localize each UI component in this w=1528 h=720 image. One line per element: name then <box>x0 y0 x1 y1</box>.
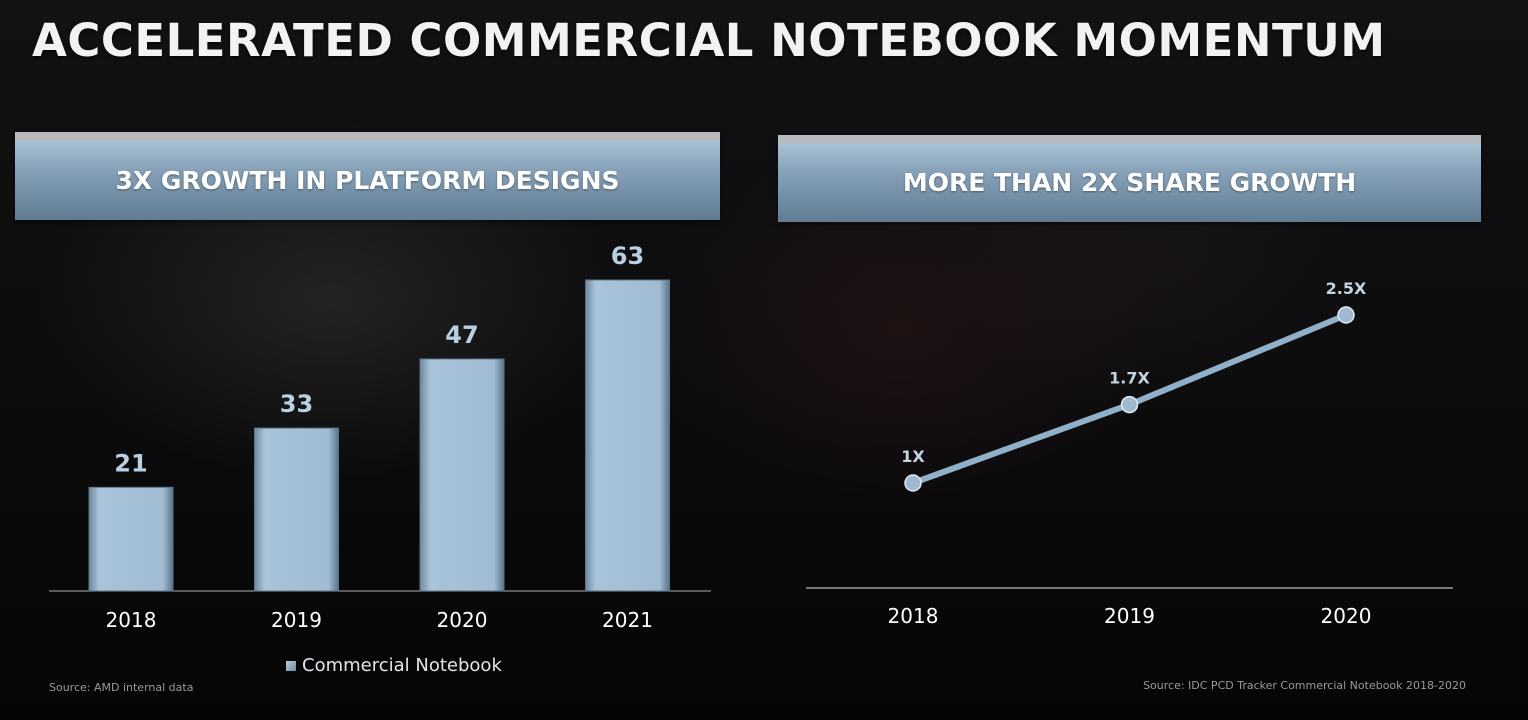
platform-designs-bar-chart: 21 2018 33 2019 47 2020 63 2021 <box>49 242 711 632</box>
bar-x-tick-2018: 2018 <box>106 608 157 632</box>
bar-x-tick-2020: 2020 <box>437 608 488 632</box>
left-panel-header-label: 3X GROWTH IN PLATFORM DESIGNS <box>115 165 620 195</box>
line-x-tick-2019: 2019 <box>1104 604 1155 628</box>
line-x-tick-2018: 2018 <box>888 604 939 628</box>
bar-2018 <box>88 486 174 592</box>
right-panel-header-label: MORE THAN 2X SHARE GROWTH <box>902 168 1357 197</box>
bar-chart-legend: Commercial Notebook <box>286 655 502 676</box>
bar-value-label-2018: 21 <box>114 449 147 477</box>
line-point-label-2018: 1X <box>901 447 925 466</box>
share-growth-line-chart: 1X 2018 1.7X 2019 2.5X 2020 <box>806 279 1453 628</box>
bar-2021 <box>585 279 670 592</box>
bar-2019 <box>254 427 339 592</box>
line-point-2018 <box>904 474 922 492</box>
right-source-note: Source: IDC PCD Tracker Commercial Noteb… <box>1143 679 1466 692</box>
line-point-2020 <box>1337 306 1355 324</box>
line-x-tick-2020: 2020 <box>1321 604 1372 628</box>
left-source-note: Source: AMD internal data <box>49 681 194 694</box>
line-point-2019 <box>1120 395 1139 414</box>
bar-x-tick-2019: 2019 <box>271 608 322 632</box>
bar-value-label-2021: 63 <box>611 242 644 270</box>
left-panel-header: 3X GROWTH IN PLATFORM DESIGNS <box>15 132 720 220</box>
bar-value-label-2019: 33 <box>280 390 313 418</box>
line-point-label-2019: 1.7X <box>1109 369 1150 388</box>
page-title: ACCELERATED COMMERCIAL NOTEBOOK MOMENTUM <box>32 14 1386 67</box>
line-point-label-2020: 2.5X <box>1326 279 1367 298</box>
right-panel-header: MORE THAN 2X SHARE GROWTH <box>778 135 1481 222</box>
legend-label: Commercial Notebook <box>302 655 502 676</box>
bar-2020 <box>419 358 505 592</box>
legend-swatch-icon <box>286 660 296 671</box>
bar-value-label-2020: 47 <box>445 321 478 349</box>
bar-x-tick-2021: 2021 <box>602 608 653 632</box>
